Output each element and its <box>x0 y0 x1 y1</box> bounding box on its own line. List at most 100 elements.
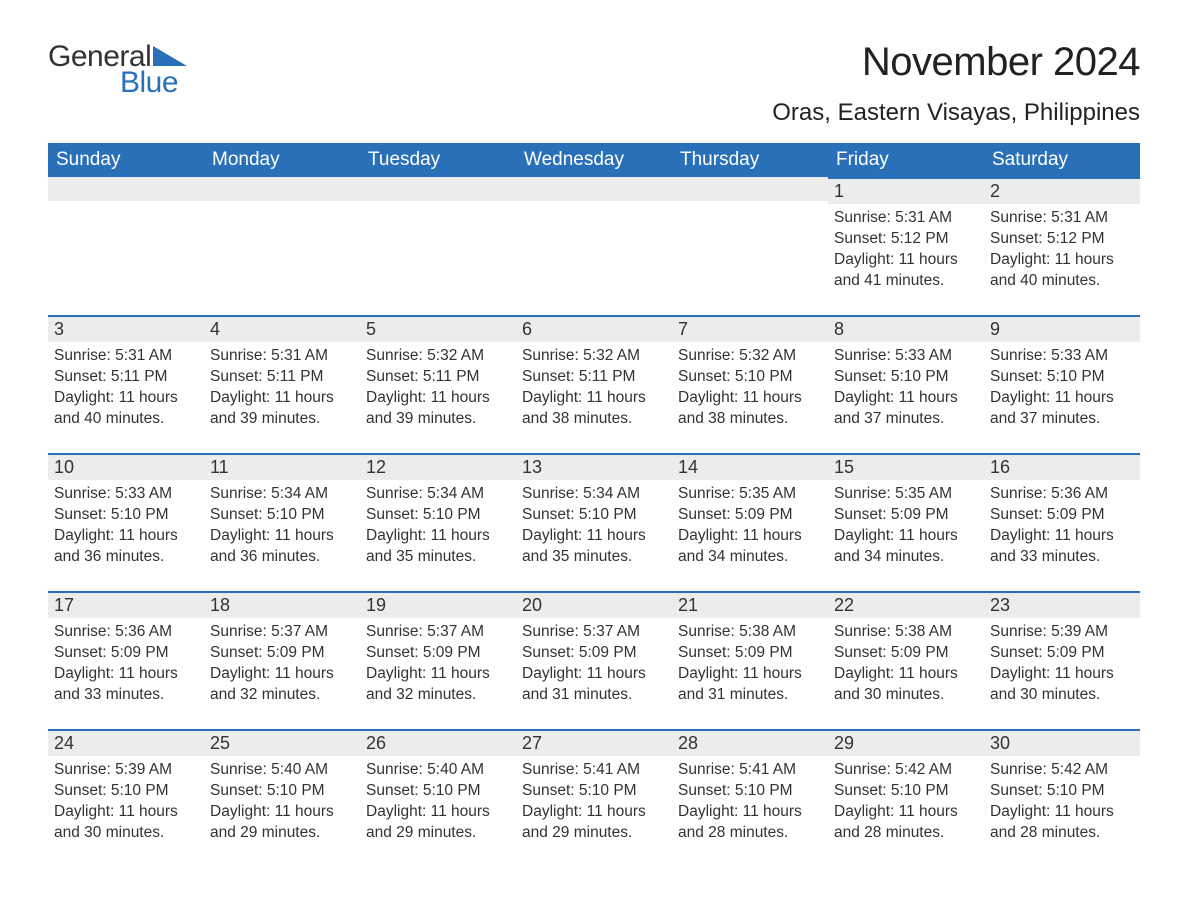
day-number: 3 <box>48 315 204 342</box>
day-number: 18 <box>204 591 360 618</box>
day-daylight: Daylight: 11 hours and 32 minutes. <box>210 664 354 706</box>
day-number: 25 <box>204 729 360 756</box>
day-details: Sunrise: 5:37 AMSunset: 5:09 PMDaylight:… <box>204 618 360 712</box>
empty-day-bar <box>672 177 828 201</box>
calendar-day-empty <box>48 177 204 315</box>
day-daylight: Daylight: 11 hours and 31 minutes. <box>678 664 822 706</box>
day-daylight: Daylight: 11 hours and 38 minutes. <box>522 388 666 430</box>
day-daylight: Daylight: 11 hours and 28 minutes. <box>678 802 822 844</box>
calendar-day: 6Sunrise: 5:32 AMSunset: 5:11 PMDaylight… <box>516 315 672 453</box>
day-number: 5 <box>360 315 516 342</box>
calendar-week: 10 Sunrise: 5:33 AM Sunset: 5:10 PM Dayligh… <box>48 453 1140 591</box>
calendar-day-empty <box>516 177 672 315</box>
day-number: 11 <box>204 453 360 480</box>
calendar-table: SundayMondayTuesdayWednesdayThursdayFrid… <box>48 143 1140 867</box>
day-daylight: Daylight: 11 hours and 36 minutes. <box>210 526 354 568</box>
day-sunrise: Sunrise: 5:34 AM <box>366 484 510 505</box>
calendar-day: 24Sunrise: 5:39 AMSunset: 5:10 PMDayligh… <box>48 729 204 867</box>
day-sunrise: Sunrise: 5:33 AM <box>990 346 1134 367</box>
day-sunrise: Sunrise: 5:33 AM <box>54 484 198 505</box>
calendar-day-empty <box>360 177 516 315</box>
logo: General Blue <box>48 40 187 100</box>
calendar-day: 22Sunrise: 5:38 AMSunset: 5:09 PMDayligh… <box>828 591 984 729</box>
empty-day-bar <box>204 177 360 201</box>
day-daylight: Daylight: 11 hours and 29 minutes. <box>210 802 354 844</box>
day-sunset: Sunset: 5:11 PM <box>54 367 198 388</box>
day-number: 21 <box>672 591 828 618</box>
day-daylight: Daylight: 11 hours and 39 minutes. <box>366 388 510 430</box>
day-sunset: Sunset: 5:10 PM <box>366 781 510 802</box>
calendar-day: 12Sunrise: 5:34 AMSunset: 5:10 PMDayligh… <box>360 453 516 591</box>
day-daylight: Daylight: 11 hours and 34 minutes. <box>834 526 978 568</box>
day-number: 26 <box>360 729 516 756</box>
day-sunrise: Sunrise: 5:37 AM <box>522 622 666 643</box>
day-number: 19 <box>360 591 516 618</box>
day-sunrise: Sunrise: 5:34 AM <box>210 484 354 505</box>
day-sunset: Sunset: 5:09 PM <box>522 643 666 664</box>
calendar-day: 15Sunrise: 5:35 AMSunset: 5:09 PMDayligh… <box>828 453 984 591</box>
calendar-day-empty <box>204 177 360 315</box>
day-details: Sunrise: 5:40 AMSunset: 5:10 PMDaylight:… <box>204 756 360 850</box>
day-details: Sunrise: 5:34 AMSunset: 5:10 PMDaylight:… <box>516 480 672 574</box>
day-sunrise: Sunrise: 5:38 AM <box>678 622 822 643</box>
day-details: Sunrise: 5:37 AMSunset: 5:09 PMDaylight:… <box>360 618 516 712</box>
day-sunrise: Sunrise: 5:41 AM <box>522 760 666 781</box>
day-sunrise: Sunrise: 5:38 AM <box>834 622 978 643</box>
calendar-week: 17Sunrise: 5:36 AMSunset: 5:09 PMDayligh… <box>48 591 1140 729</box>
day-number: 7 <box>672 315 828 342</box>
day-details: Sunrise: 5:36 AMSunset: 5:09 PMDaylight:… <box>984 480 1140 574</box>
day-daylight: Daylight: 11 hours and 30 minutes. <box>834 664 978 706</box>
day-sunset: Sunset: 5:10 PM <box>522 505 666 526</box>
calendar-day: 5Sunrise: 5:32 AMSunset: 5:11 PMDaylight… <box>360 315 516 453</box>
day-sunset: Sunset: 5:09 PM <box>990 643 1134 664</box>
day-sunrise: Sunrise: 5:32 AM <box>366 346 510 367</box>
day-number: 2 <box>984 177 1140 204</box>
calendar-day: 4Sunrise: 5:31 AMSunset: 5:11 PMDaylight… <box>204 315 360 453</box>
day-sunrise: Sunrise: 5:37 AM <box>210 622 354 643</box>
day-daylight: Daylight: 11 hours and 31 minutes. <box>522 664 666 706</box>
day-header: Saturday <box>984 143 1140 177</box>
calendar-day: 28Sunrise: 5:41 AMSunset: 5:10 PMDayligh… <box>672 729 828 867</box>
day-sunset: Sunset: 5:09 PM <box>678 643 822 664</box>
calendar-day: 18Sunrise: 5:37 AMSunset: 5:09 PMDayligh… <box>204 591 360 729</box>
calendar-header-row: SundayMondayTuesdayWednesdayThursdayFrid… <box>48 143 1140 177</box>
calendar-day: 13Sunrise: 5:34 AMSunset: 5:10 PMDayligh… <box>516 453 672 591</box>
day-sunset: Sunset: 5:11 PM <box>522 367 666 388</box>
day-sunset: Sunset: 5:10 PM <box>990 781 1134 802</box>
calendar-day: 1Sunrise: 5:31 AMSunset: 5:12 PMDaylight… <box>828 177 984 315</box>
day-daylight: Daylight: 11 hours and 29 minutes. <box>522 802 666 844</box>
day-details: Sunrise: 5:33 AMSunset: 5:10 PMDaylight:… <box>828 342 984 436</box>
day-details: Sunrise: 5:38 AMSunset: 5:09 PMDaylight:… <box>828 618 984 712</box>
empty-day-bar <box>48 177 204 201</box>
day-daylight: Daylight: 11 hours and 28 minutes. <box>834 802 978 844</box>
calendar-day: 30Sunrise: 5:42 AMSunset: 5:10 PMDayligh… <box>984 729 1140 867</box>
day-sunrise: Sunrise: 5:31 AM <box>834 208 978 229</box>
calendar-day: 17Sunrise: 5:36 AMSunset: 5:09 PMDayligh… <box>48 591 204 729</box>
day-daylight: Daylight: 11 hours and 34 minutes. <box>678 526 822 568</box>
day-sunrise: Sunrise: 5:39 AM <box>54 760 198 781</box>
day-daylight: Daylight: 11 hours and 35 minutes. <box>366 526 510 568</box>
day-daylight: Daylight: 11 hours and 41 minutes. <box>834 250 978 292</box>
day-sunset: Sunset: 5:09 PM <box>54 643 198 664</box>
day-details: Sunrise: 5:39 AMSunset: 5:10 PMDaylight:… <box>48 756 204 850</box>
calendar-day: 27Sunrise: 5:41 AMSunset: 5:10 PMDayligh… <box>516 729 672 867</box>
day-number: 10 <box>48 453 204 480</box>
logo-text-blue: Blue <box>120 66 178 100</box>
day-sunset: Sunset: 5:10 PM <box>990 367 1134 388</box>
day-sunset: Sunset: 5:09 PM <box>834 643 978 664</box>
day-number: 17 <box>48 591 204 618</box>
day-sunrise: Sunrise: 5:32 AM <box>522 346 666 367</box>
calendar-day: 21 Sunrise: 5:38 AMSunset: 5:09 PMDayligh… <box>672 591 828 729</box>
day-number: 24 <box>48 729 204 756</box>
day-daylight: Daylight: 11 hours and 28 minutes. <box>990 802 1134 844</box>
day-number: 8 <box>828 315 984 342</box>
calendar-day: 11Sunrise: 5:34 AMSunset: 5:10 PMDayligh… <box>204 453 360 591</box>
day-sunset: Sunset: 5:12 PM <box>834 229 978 250</box>
day-sunset: Sunset: 5:10 PM <box>834 781 978 802</box>
day-header: Monday <box>204 143 360 177</box>
day-daylight: Daylight: 11 hours and 33 minutes. <box>54 664 198 706</box>
day-sunset: Sunset: 5:10 PM <box>522 781 666 802</box>
day-sunset: Sunset: 5:09 PM <box>678 505 822 526</box>
day-daylight: Daylight: 11 hours and 38 minutes. <box>678 388 822 430</box>
day-details: Sunrise: 5:31 AMSunset: 5:11 PMDaylight:… <box>48 342 204 436</box>
